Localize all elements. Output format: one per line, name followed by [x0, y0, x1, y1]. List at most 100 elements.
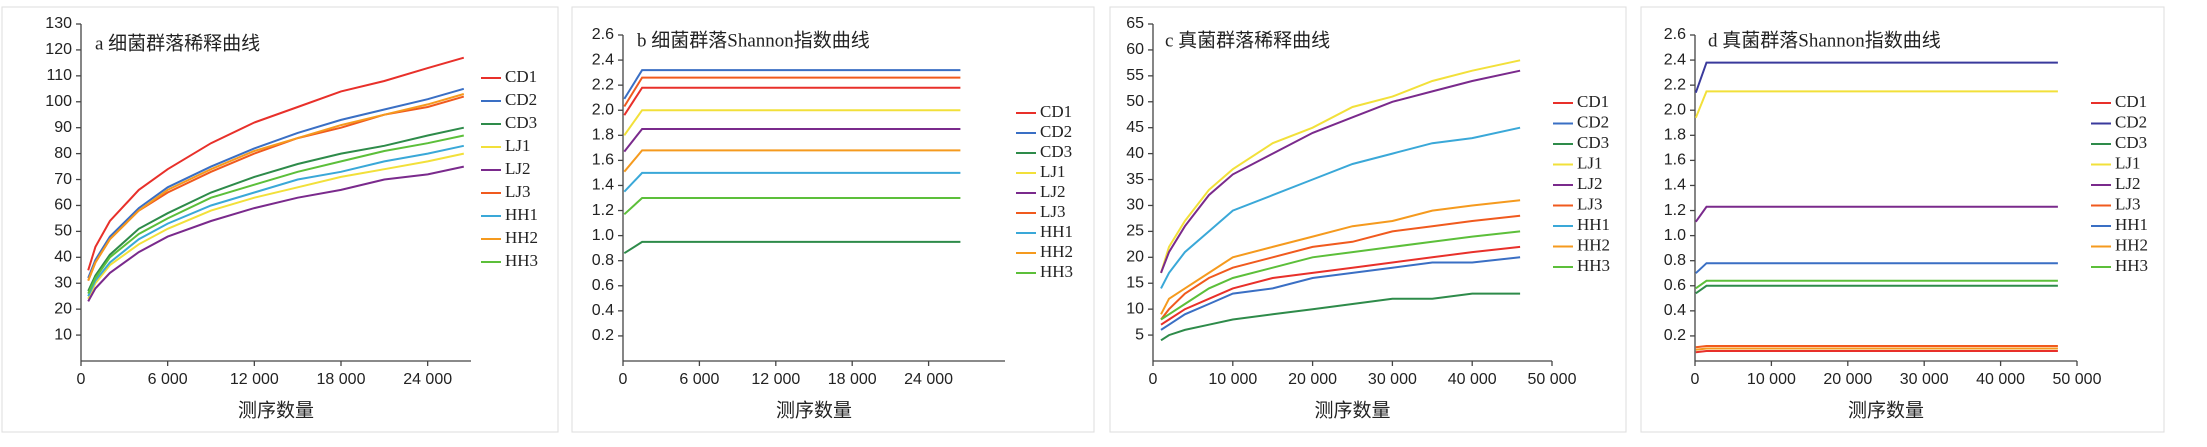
- legend-label: CD1: [505, 67, 537, 86]
- y-tick-label: 1.4: [1664, 177, 1686, 194]
- series-line: [87, 152, 465, 300]
- legend-label: CD2: [505, 90, 537, 109]
- legend-label: CD3: [2115, 133, 2147, 152]
- y-tick-label: 1.6: [1664, 152, 1686, 169]
- legend-label: HH2: [505, 228, 538, 247]
- x-tick-label: 18 000: [828, 371, 877, 388]
- y-tick-label: 2.6: [1664, 26, 1686, 43]
- series-line: [1160, 230, 1521, 321]
- series-line: [1694, 90, 2058, 119]
- y-tick-label: 15: [1126, 274, 1144, 291]
- y-tick-label: 1.2: [592, 202, 614, 219]
- panel-frame: [1, 6, 559, 433]
- legend-label: HH1: [505, 205, 538, 224]
- legend-label: CD1: [1577, 92, 1609, 111]
- x-tick-label: 24 000: [403, 371, 452, 388]
- y-tick-label: 1.8: [1664, 127, 1686, 144]
- y-tick-label: 20: [1126, 249, 1144, 266]
- x-tick-label: 20 000: [1288, 371, 1337, 388]
- y-tick-label: 60: [54, 197, 72, 214]
- y-tick-label: 45: [1126, 119, 1144, 136]
- legend-label: LJ1: [2115, 153, 2141, 172]
- x-axis-title: 测序数量: [1848, 399, 1924, 421]
- legend-label: CD2: [1577, 112, 1609, 131]
- x-tick-label: 10 000: [1747, 371, 1796, 388]
- legend-label: CD1: [1040, 102, 1072, 121]
- series-line: [623, 86, 961, 116]
- y-tick-label: 65: [1126, 15, 1144, 32]
- legend-label: HH2: [1040, 242, 1073, 261]
- y-tick-label: 0.6: [1664, 277, 1686, 294]
- panel-frame: [1109, 6, 1627, 433]
- legend-label: CD2: [2115, 112, 2147, 131]
- y-tick-label: 100: [45, 93, 72, 110]
- y-tick-label: 20: [54, 300, 72, 317]
- x-tick-label: 0: [1691, 371, 1700, 388]
- series-line: [1695, 345, 2058, 349]
- legend-label: LJ2: [505, 159, 531, 178]
- y-tick-label: 1.6: [592, 152, 614, 169]
- x-tick-label: 6 000: [679, 371, 719, 388]
- x-axis-title: 测序数量: [776, 399, 852, 421]
- series-line: [623, 197, 961, 216]
- series-line: [87, 126, 465, 292]
- y-tick-label: 40: [54, 249, 72, 266]
- x-tick-label: 50 000: [2053, 371, 2102, 388]
- y-tick-label: 2.4: [592, 51, 614, 68]
- y-tick-label: 0.2: [592, 327, 614, 344]
- x-tick-label: 10 000: [1208, 371, 1257, 388]
- x-axis-title: 测序数量: [238, 399, 314, 421]
- y-tick-label: 0.8: [592, 252, 614, 269]
- series-line: [623, 109, 961, 136]
- y-tick-label: 2.2: [1664, 76, 1686, 93]
- y-tick-label: 0.6: [592, 277, 614, 294]
- x-tick-label: 18 000: [317, 371, 366, 388]
- legend-label: HH1: [2115, 215, 2148, 234]
- x-tick-label: 20 000: [1823, 371, 1872, 388]
- y-tick-label: 0.4: [592, 302, 614, 319]
- y-tick-label: 30: [54, 274, 72, 291]
- x-tick-label: 40 000: [1448, 371, 1497, 388]
- legend-label: HH3: [2115, 256, 2148, 275]
- legend-label: HH2: [2115, 235, 2148, 254]
- series-line: [1160, 214, 1521, 321]
- y-tick-label: 0.4: [1664, 302, 1686, 319]
- x-tick-label: 0: [77, 371, 86, 388]
- x-tick-label: 30 000: [1368, 371, 1417, 388]
- y-tick-label: 40: [1126, 145, 1144, 162]
- legend-label: LJ1: [505, 136, 531, 155]
- series-line: [1695, 262, 2058, 274]
- y-tick-label: 60: [1126, 41, 1144, 58]
- legend-label: LJ2: [1040, 182, 1066, 201]
- legend-label: HH3: [1040, 262, 1073, 281]
- x-axis-title: 测序数量: [1314, 399, 1390, 421]
- y-tick-label: 80: [54, 145, 72, 162]
- panel-frame: [571, 6, 1095, 433]
- y-tick-label: 35: [1126, 171, 1144, 188]
- y-tick-label: 30: [1126, 197, 1144, 214]
- x-tick-label: 6 000: [148, 371, 188, 388]
- y-tick-label: 2.2: [592, 76, 614, 93]
- legend-label: HH3: [505, 251, 538, 270]
- y-tick-label: 0.8: [1664, 252, 1686, 269]
- y-tick-label: 130: [45, 15, 72, 32]
- series-line: [1695, 347, 2058, 351]
- y-tick-label: 120: [45, 41, 72, 58]
- panel-frame: [1640, 6, 2165, 433]
- x-tick-label: 40 000: [1976, 371, 2025, 388]
- panel-title: a 细菌群落稀释曲线: [95, 32, 260, 54]
- series-line: [1695, 279, 2058, 290]
- series-line: [87, 93, 465, 281]
- y-tick-label: 1.0: [1664, 227, 1686, 244]
- series-line: [1160, 59, 1521, 274]
- y-tick-label: 1.2: [1664, 202, 1686, 219]
- x-tick-label: 12 000: [751, 371, 800, 388]
- series-line: [1695, 284, 2058, 295]
- series-line: [87, 56, 465, 271]
- y-tick-label: 0.2: [1664, 327, 1686, 344]
- series-line: [623, 171, 961, 193]
- legend-label: HH2: [1577, 235, 1610, 254]
- x-tick-label: 0: [619, 371, 628, 388]
- legend-label: HH1: [1040, 222, 1073, 241]
